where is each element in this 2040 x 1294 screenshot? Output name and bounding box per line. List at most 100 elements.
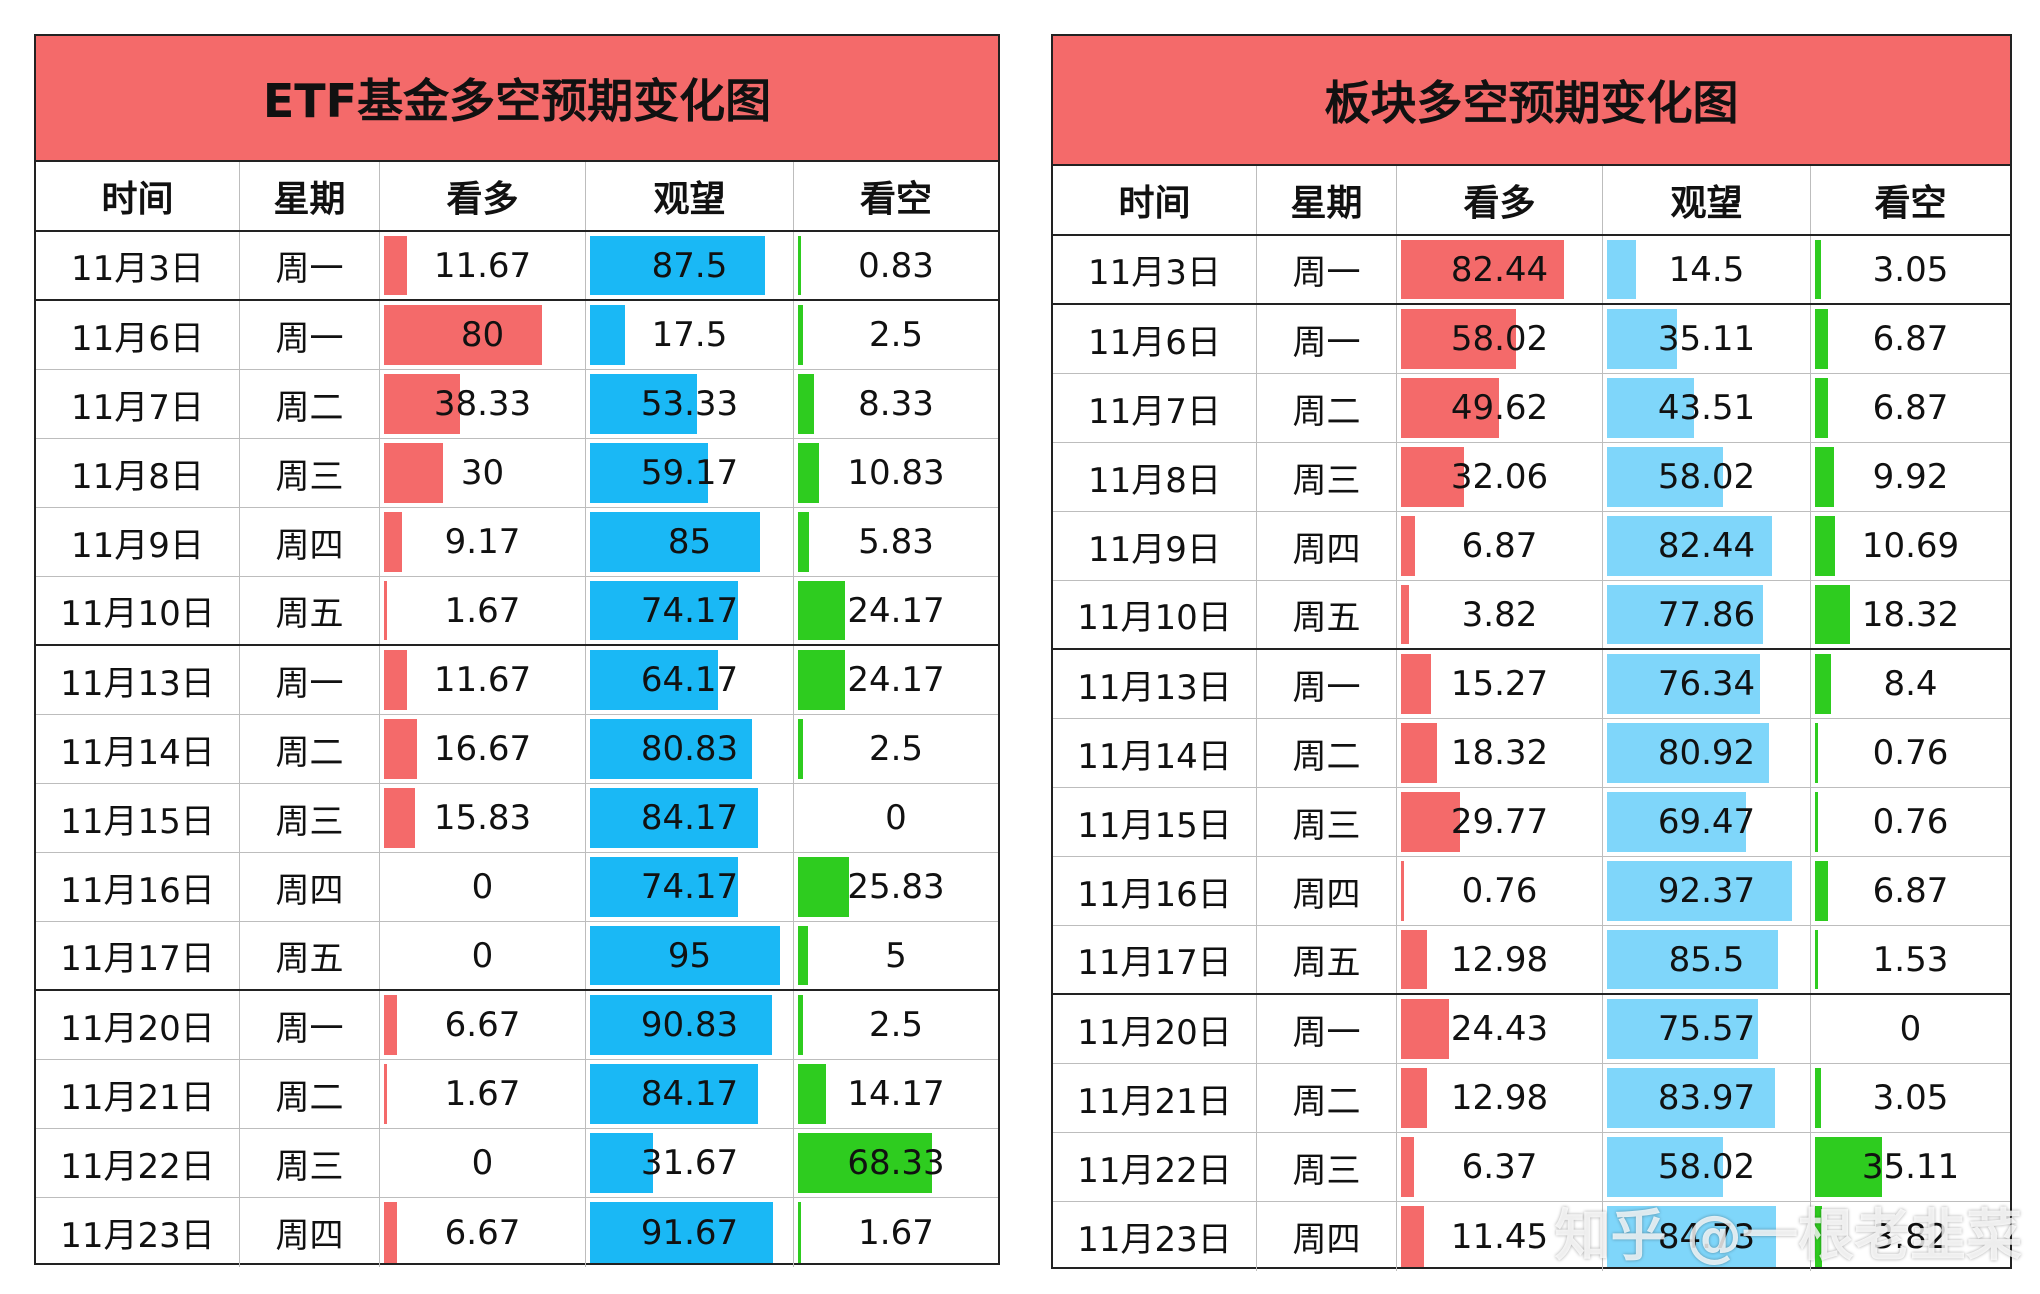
weekday-cell: 周二 xyxy=(240,370,380,438)
neutral-cell: 84.17 xyxy=(586,1060,794,1128)
column-header: 观望 xyxy=(586,162,794,230)
table-row: 11月6日 周一 80 17.5 2.5 xyxy=(36,301,998,370)
bear-value: 3.05 xyxy=(1872,249,1949,290)
neutral-cell: 80.92 xyxy=(1603,719,1811,787)
bull-value: 49.62 xyxy=(1450,388,1549,428)
table-row: 11月6日 周一 58.02 35.11 6.87 xyxy=(1053,305,2010,374)
neutral-bar xyxy=(590,374,697,434)
bear-value: 8.4 xyxy=(1883,664,1938,704)
date-cell: 11月8日 xyxy=(36,439,240,507)
neutral-bar xyxy=(590,719,752,779)
date-cell: 11月3日 xyxy=(1053,236,1257,303)
bear-value: 2.5 xyxy=(868,315,924,355)
bull-cell: 58.02 xyxy=(1397,305,1603,373)
bull-bar xyxy=(384,650,408,710)
bull-value: 11.67 xyxy=(433,245,532,286)
bear-cell: 8.4 xyxy=(1811,650,2010,718)
weekday-cell: 周五 xyxy=(1257,581,1397,648)
bull-cell: 30 xyxy=(380,439,586,507)
bull-bar xyxy=(1401,792,1460,852)
bear-value: 8.33 xyxy=(858,384,934,424)
bear-value: 24.17 xyxy=(847,660,945,700)
bull-cell: 16.67 xyxy=(380,715,586,783)
header-row: 时间 星期 看多 观望 看空 xyxy=(1053,166,2010,236)
bull-value: 6.67 xyxy=(444,1212,521,1253)
bull-value: 0 xyxy=(471,1143,494,1183)
bear-value: 18.32 xyxy=(1861,594,1960,635)
neutral-value: 84.73 xyxy=(1657,1216,1756,1257)
bear-bar xyxy=(1815,378,1829,438)
weekday-cell: 周四 xyxy=(240,508,380,576)
neutral-cell: 75.57 xyxy=(1603,995,1811,1063)
bear-value: 0 xyxy=(1899,1009,1922,1049)
bull-value: 30 xyxy=(460,453,505,493)
date-cell: 11月14日 xyxy=(1053,719,1257,787)
neutral-value: 58.02 xyxy=(1657,457,1756,497)
date-cell: 11月22日 xyxy=(36,1129,240,1197)
bear-value: 25.83 xyxy=(847,867,945,907)
bull-cell: 6.67 xyxy=(380,991,586,1059)
neutral-bar xyxy=(590,1133,654,1193)
neutral-cell: 31.67 xyxy=(586,1129,794,1197)
bull-cell: 11.67 xyxy=(380,646,586,714)
weekday-cell: 周四 xyxy=(1257,1202,1397,1271)
neutral-value: 17.5 xyxy=(651,315,728,355)
sector-sentiment-table: 板块多空预期变化图 时间 星期 看多 观望 看空 11月3日 周一 82.44 14.5 3.05 1… xyxy=(1051,34,2012,1271)
bear-cell: 2.5 xyxy=(794,715,998,783)
neutral-bar xyxy=(1607,240,1636,299)
bear-value: 3.82 xyxy=(1872,1216,1949,1257)
bull-cell: 1.67 xyxy=(380,1060,586,1128)
column-header: 时间 xyxy=(36,162,240,230)
bear-bar xyxy=(798,1064,826,1124)
bull-value: 15.27 xyxy=(1450,664,1549,704)
bear-bar xyxy=(1815,723,1818,783)
neutral-value: 74.17 xyxy=(640,867,739,907)
table-row: 11月13日 周一 15.27 76.34 8.4 xyxy=(1053,650,2010,719)
bear-bar xyxy=(1815,1137,1883,1197)
neutral-value: 14.5 xyxy=(1668,249,1745,290)
bull-cell: 11.45 xyxy=(1397,1202,1603,1271)
neutral-value: 74.17 xyxy=(640,590,739,631)
table-row: 11月9日 周四 6.87 82.44 10.69 xyxy=(1053,512,2010,581)
bull-value: 82.44 xyxy=(1450,249,1549,290)
neutral-cell: 58.02 xyxy=(1603,1133,1811,1201)
bull-value: 1.67 xyxy=(444,1074,521,1114)
bear-cell: 10.69 xyxy=(1811,512,2010,580)
weekday-cell: 周二 xyxy=(1257,374,1397,442)
table-row: 11月14日 周二 16.67 80.83 2.5 xyxy=(36,715,998,784)
bear-value: 6.87 xyxy=(1872,871,1949,911)
neutral-bar xyxy=(1607,654,1760,714)
table-row: 11月9日 周四 9.17 85 5.83 xyxy=(36,508,998,577)
bull-cell: 15.27 xyxy=(1397,650,1603,718)
bull-cell: 12.98 xyxy=(1397,926,1603,993)
neutral-cell: 82.44 xyxy=(1603,512,1811,580)
date-cell: 11月21日 xyxy=(1053,1064,1257,1132)
bull-value: 32.06 xyxy=(1450,457,1549,497)
bull-value: 6.87 xyxy=(1461,526,1538,566)
neutral-cell: 17.5 xyxy=(586,301,794,369)
bear-cell: 0 xyxy=(794,784,998,852)
neutral-bar xyxy=(1607,1068,1775,1128)
bull-value: 38.33 xyxy=(433,384,532,424)
column-header: 看多 xyxy=(380,162,586,230)
bear-value: 0.76 xyxy=(1872,733,1949,773)
bull-bar xyxy=(1401,585,1409,644)
bear-value: 2.5 xyxy=(868,1005,924,1045)
column-header: 看多 xyxy=(1397,166,1603,234)
neutral-value: 91.67 xyxy=(640,1212,739,1253)
neutral-bar xyxy=(1607,378,1695,438)
neutral-bar xyxy=(1607,930,1778,989)
neutral-cell: 84.73 xyxy=(1603,1202,1811,1271)
bear-bar xyxy=(798,443,820,503)
bull-bar xyxy=(1401,999,1450,1059)
neutral-cell: 14.5 xyxy=(1603,236,1811,303)
bear-bar xyxy=(798,650,846,710)
column-header: 时间 xyxy=(1053,166,1257,234)
bear-cell: 6.87 xyxy=(1811,857,2010,925)
neutral-bar xyxy=(590,926,780,985)
neutral-value: 64.17 xyxy=(640,660,739,700)
table-row: 11月10日 周五 1.67 74.17 24.17 xyxy=(36,577,998,646)
bear-bar xyxy=(798,305,803,365)
bear-cell: 10.83 xyxy=(794,439,998,507)
bull-value: 16.67 xyxy=(433,729,532,769)
